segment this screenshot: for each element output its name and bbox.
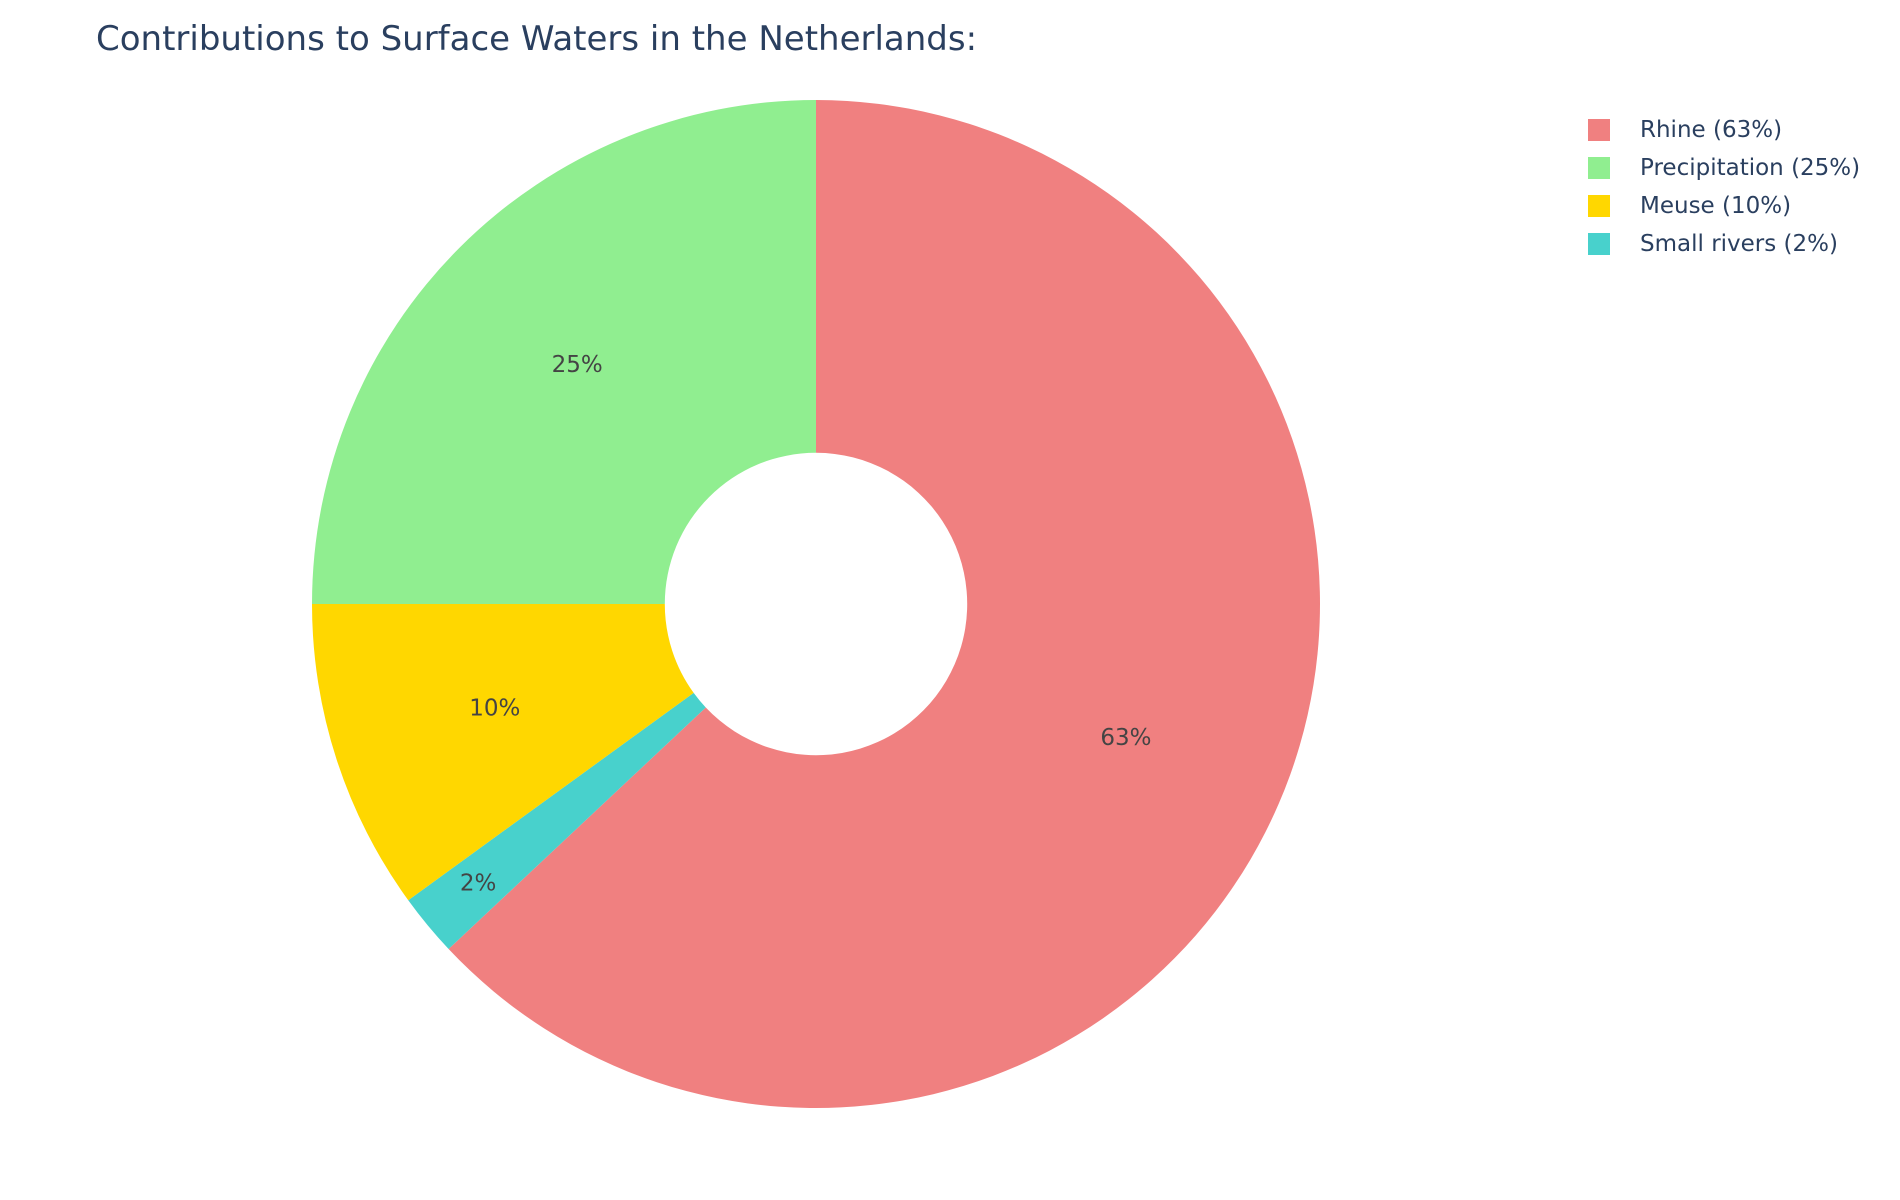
- slice-rhine[interactable]: [448, 100, 1320, 1108]
- slice-label-small-rivers: 2%: [460, 870, 497, 896]
- slice-label-precipitation: 25%: [552, 352, 603, 378]
- legend-swatch-meuse: [1588, 195, 1610, 217]
- chart-title: Contributions to Surface Waters in the N…: [96, 19, 977, 59]
- legend-label-precipitation: Precipitation (25%): [1640, 155, 1860, 181]
- legend-swatch-precipitation: [1588, 157, 1610, 179]
- slice-label-meuse: 10%: [469, 695, 520, 721]
- legend-item-meuse[interactable]: Meuse (10%): [1588, 193, 1791, 219]
- legend: Rhine (63%) Precipitation (25%) Meuse (10%…: [1588, 117, 1860, 257]
- slice-precipitation[interactable]: [312, 100, 816, 604]
- slice-meuse[interactable]: [312, 604, 694, 901]
- legend-swatch-rhine: [1588, 119, 1610, 141]
- slice-labels-layer: 63% 2% 10% 25%: [460, 352, 1152, 896]
- legend-label-meuse: Meuse (10%): [1640, 193, 1791, 219]
- slice-label-rhine: 63%: [1100, 725, 1151, 751]
- legend-label-small-rivers: Small rivers (2%): [1640, 231, 1838, 257]
- legend-item-rhine[interactable]: Rhine (63%): [1588, 117, 1782, 143]
- slice-small-rivers[interactable]: [408, 692, 706, 950]
- legend-label-rhine: Rhine (63%): [1640, 117, 1782, 143]
- slices-layer: [312, 100, 1320, 1108]
- legend-item-precipitation[interactable]: Precipitation (25%): [1588, 155, 1860, 181]
- legend-swatch-small-rivers: [1588, 233, 1610, 255]
- legend-item-small-rivers[interactable]: Small rivers (2%): [1588, 231, 1838, 257]
